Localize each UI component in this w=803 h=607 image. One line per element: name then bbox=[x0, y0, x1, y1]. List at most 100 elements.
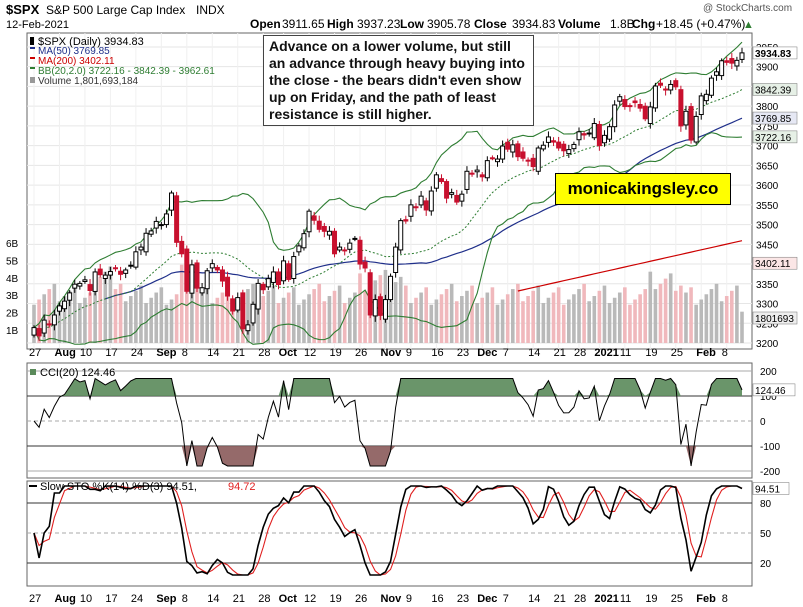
candle-body bbox=[489, 157, 495, 160]
candle-body bbox=[286, 263, 292, 280]
volume-bar bbox=[546, 297, 551, 343]
candle-body bbox=[347, 242, 353, 250]
x-label-bottom: 16 bbox=[431, 593, 443, 605]
candle-body bbox=[189, 264, 195, 294]
volume-bar bbox=[510, 289, 515, 343]
volume-bar bbox=[32, 304, 36, 343]
candle-body bbox=[388, 275, 394, 301]
candle-body bbox=[627, 105, 633, 108]
candle-body bbox=[169, 192, 175, 211]
price-tick-label: 3750 bbox=[756, 122, 779, 133]
sto-marker-box bbox=[752, 482, 790, 495]
low-label: Low bbox=[400, 17, 425, 31]
volume-bar bbox=[271, 285, 276, 343]
volume-bar bbox=[98, 276, 103, 343]
volume-bar bbox=[577, 289, 581, 343]
legend-price-swatch bbox=[30, 37, 34, 45]
close-marker: 3934.83 bbox=[755, 49, 792, 60]
volume-bar bbox=[526, 296, 530, 343]
volume-tick-label: 3B bbox=[6, 291, 19, 302]
x-label-top: 17 bbox=[105, 347, 117, 359]
x-label-bottom: 14 bbox=[207, 593, 219, 605]
candle-body bbox=[204, 270, 210, 290]
volume-bar bbox=[740, 311, 744, 343]
ma200-marker: 3402.11 bbox=[755, 259, 791, 270]
price-tick-label: 3700 bbox=[756, 142, 779, 153]
candle-body bbox=[719, 60, 725, 77]
volume-bar bbox=[200, 290, 204, 343]
candle-body bbox=[698, 95, 704, 116]
volume-bar bbox=[261, 296, 266, 343]
x-label-bottom: Oct bbox=[279, 593, 298, 605]
x-label-bottom: 14 bbox=[528, 593, 540, 605]
volume-bar bbox=[256, 301, 260, 343]
x-label-bottom: Nov bbox=[380, 593, 402, 605]
candle-body bbox=[495, 158, 501, 163]
candle-body bbox=[31, 327, 37, 336]
bb-middle-line bbox=[33, 89, 743, 333]
candle-body bbox=[510, 144, 516, 153]
candle-body bbox=[112, 267, 118, 270]
volume-bar bbox=[679, 285, 683, 343]
candle-body bbox=[612, 104, 618, 128]
watermark: @ StockCharts.com bbox=[703, 3, 792, 14]
price-tick-label: 3900 bbox=[756, 63, 779, 74]
candle-body bbox=[46, 323, 52, 326]
x-label-top: 9 bbox=[406, 347, 412, 359]
cci-tick-label: 200 bbox=[760, 367, 777, 378]
volume-bar bbox=[307, 294, 311, 343]
candle-body bbox=[418, 195, 424, 206]
volume-bar bbox=[684, 292, 688, 343]
candle-body bbox=[337, 246, 343, 251]
chg-label: Chg bbox=[632, 17, 655, 31]
date: 12-Feb-2021 bbox=[6, 19, 69, 31]
candle-body bbox=[377, 296, 383, 316]
candle-body bbox=[357, 239, 363, 265]
volume-bar bbox=[460, 296, 464, 343]
volume-bar bbox=[582, 283, 586, 343]
x-label-bottom: 19 bbox=[330, 593, 342, 605]
index-name: S&P 500 Large Cap Index bbox=[46, 3, 185, 17]
volume-label: Volume bbox=[558, 17, 601, 31]
candle-body bbox=[275, 271, 281, 286]
candle-body bbox=[520, 151, 526, 159]
candle-body bbox=[739, 52, 745, 60]
x-label-bottom: 2021 bbox=[594, 593, 618, 605]
candle-body bbox=[235, 297, 241, 311]
cci-tick-label: 100 bbox=[760, 392, 777, 403]
volume-bar bbox=[291, 287, 296, 343]
candle-body bbox=[321, 225, 327, 232]
candle-body bbox=[92, 271, 98, 292]
ma50-marker-box bbox=[752, 111, 798, 125]
candle-body bbox=[36, 328, 42, 337]
x-label-bottom: 23 bbox=[457, 593, 469, 605]
candle-body bbox=[428, 190, 434, 212]
volume-bar bbox=[78, 302, 82, 343]
candle-body bbox=[454, 194, 460, 203]
x-label-top: 27 bbox=[29, 347, 41, 359]
x-label-bottom: 19 bbox=[645, 593, 657, 605]
price-tick-label: 3200 bbox=[756, 339, 779, 350]
volume-bar bbox=[393, 282, 398, 343]
candle-body bbox=[663, 88, 669, 91]
volume-bar bbox=[689, 287, 693, 343]
volume-bar bbox=[572, 294, 576, 343]
candle-body bbox=[479, 174, 485, 178]
promo-banner[interactable]: monicakingsley.co bbox=[555, 173, 731, 205]
candle-body bbox=[515, 143, 521, 158]
candle-body bbox=[444, 181, 450, 199]
volume-bar bbox=[312, 289, 316, 343]
cci-negative-fill bbox=[34, 446, 742, 466]
volume-bar bbox=[475, 302, 479, 343]
candle-body bbox=[571, 143, 577, 150]
x-label-bottom: 28 bbox=[574, 593, 586, 605]
volume-bar bbox=[521, 301, 525, 343]
candle-body bbox=[474, 169, 480, 173]
volume-bar bbox=[266, 290, 271, 343]
volume-tick-label: 4B bbox=[6, 274, 19, 285]
volume-bar bbox=[353, 292, 357, 343]
close-marker-box bbox=[752, 46, 798, 60]
sto-marker: 94.51 bbox=[755, 484, 780, 495]
volume-bar bbox=[663, 278, 668, 343]
candle-body bbox=[311, 215, 317, 221]
